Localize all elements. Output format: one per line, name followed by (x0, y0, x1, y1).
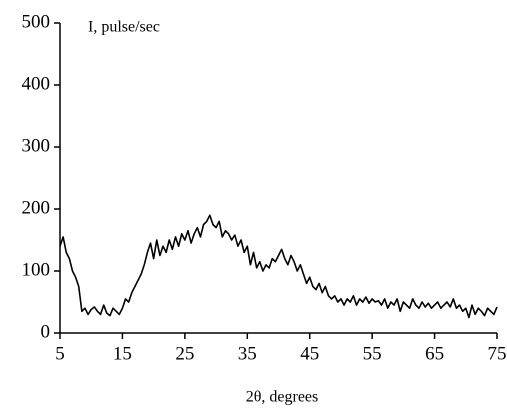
x-tick-label: 45 (300, 343, 319, 364)
y-axis-label: I, pulse/sec (88, 19, 160, 36)
y-tick-label: 500 (22, 11, 51, 32)
x-tick-label: 55 (363, 343, 382, 364)
y-tick-label: 100 (22, 259, 51, 280)
x-tick-label: 5 (55, 343, 65, 364)
x-tick-label: 75 (488, 343, 507, 364)
x-tick-label: 15 (113, 343, 132, 364)
x-axis-label: 2θ, degrees (246, 389, 319, 406)
y-tick-label: 0 (41, 321, 51, 342)
x-tick-label: 35 (238, 343, 257, 364)
x-tick-label: 65 (425, 343, 444, 364)
x-tick-label: 25 (175, 343, 194, 364)
y-tick-label: 400 (22, 73, 51, 94)
y-tick-label: 300 (22, 135, 51, 156)
data-line (59, 214, 498, 319)
y-tick-label: 200 (22, 197, 51, 218)
